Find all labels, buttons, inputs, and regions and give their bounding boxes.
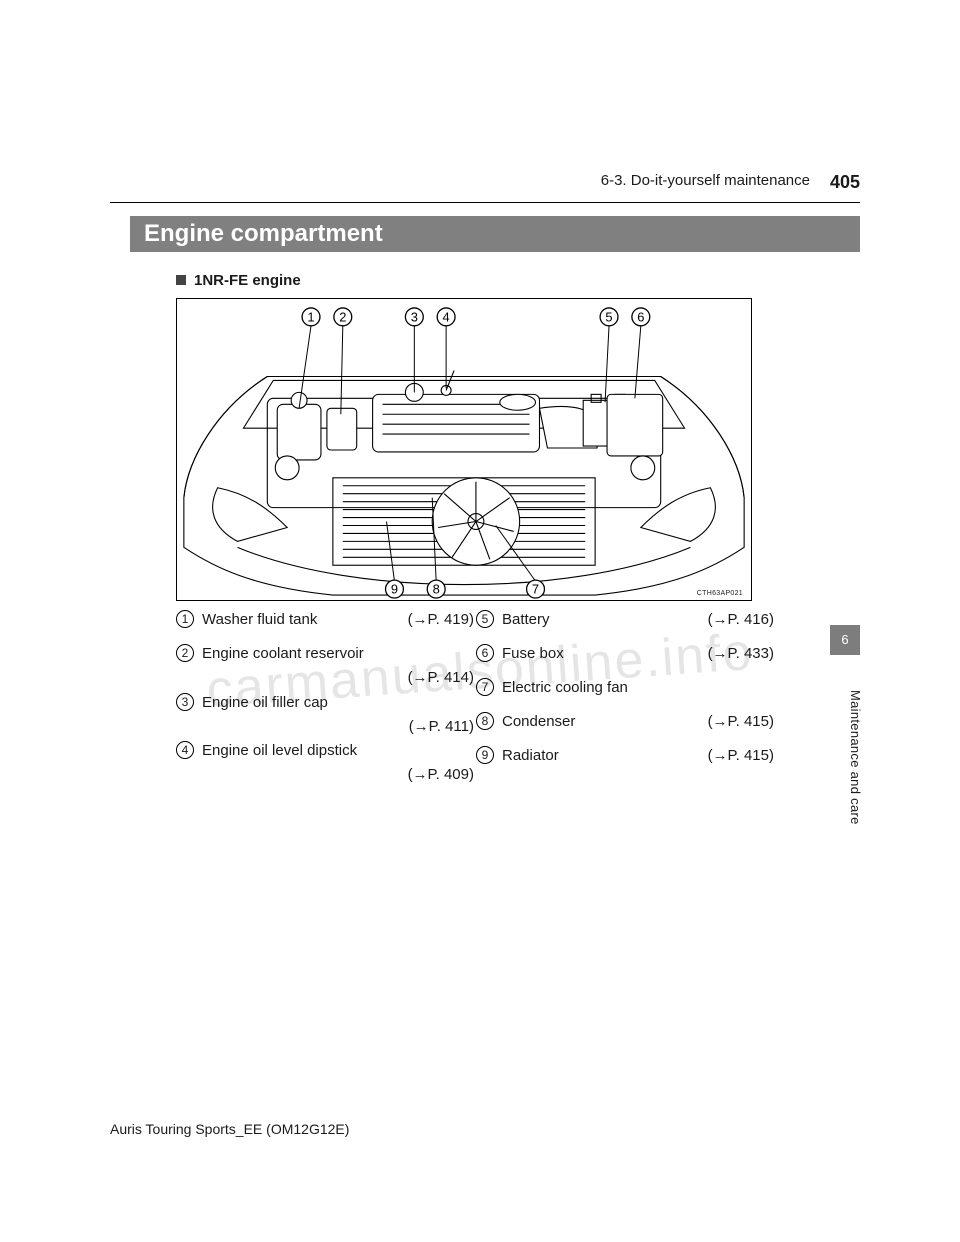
- legend-col-left: 1 Washer fluid tank (→P. 419) 2 Engine coola…: [176, 610, 474, 790]
- svg-text:3: 3: [411, 309, 418, 324]
- legend-item: 5 Battery (→P. 416): [476, 610, 774, 640]
- section-title: Engine compartment: [144, 220, 383, 248]
- legend-label: Engine oil level dipstick: [202, 742, 357, 759]
- legend-number-icon: 5: [476, 610, 494, 628]
- svg-text:9: 9: [391, 582, 398, 597]
- header-rule: [110, 202, 860, 203]
- legend-number-icon: 2: [176, 644, 194, 662]
- legend-page-ref: (→P. 419): [408, 610, 474, 630]
- svg-text:1: 1: [307, 309, 314, 324]
- legend-number-icon: 1: [176, 610, 194, 628]
- chapter-label: Maintenance and care: [848, 690, 863, 825]
- legend-label: Washer fluid tank: [202, 611, 317, 628]
- legend-item: 3 Engine oil filler cap (→P. 411): [176, 693, 474, 738]
- svg-text:7: 7: [532, 582, 539, 597]
- engine-subheading-text: 1NR-FE engine: [194, 272, 301, 289]
- breadcrumb: 6-3. Do-it-yourself maintenance: [601, 172, 810, 189]
- engine-subheading: 1NR-FE engine: [176, 272, 301, 289]
- legend-label: Engine oil filler cap: [202, 694, 328, 711]
- legend-label: Condenser: [502, 713, 575, 730]
- legend-number-icon: 8: [476, 712, 494, 730]
- chapter-tab: 6: [830, 625, 860, 655]
- legend-number-icon: 4: [176, 741, 194, 759]
- legend-item: 1 Washer fluid tank (→P. 419): [176, 610, 474, 640]
- legend-item: 7 Electric cooling fan: [476, 678, 774, 708]
- legend-item: 9 Radiator (→P. 415): [476, 746, 774, 776]
- engine-diagram-svg: 1 2 3 4 5 6 9 8 7: [177, 299, 751, 600]
- legend-label: Fuse box: [502, 645, 564, 662]
- section-title-bar: Engine compartment: [130, 216, 860, 252]
- legend-item: 6 Fuse box (→P. 433): [476, 644, 774, 674]
- legend-label: Battery: [502, 611, 550, 628]
- legend-page-ref: (→P. 415): [708, 712, 774, 732]
- legend-number-icon: 6: [476, 644, 494, 662]
- legend-col-right: 5 Battery (→P. 416) 6 Fuse box (→P. 433) 7 Elec…: [476, 610, 774, 780]
- legend-page-ref: (→P. 433): [708, 644, 774, 664]
- legend-item: 2 Engine coolant reservoir (→P. 414): [176, 644, 474, 689]
- page-number: 405: [830, 172, 860, 193]
- svg-text:2: 2: [339, 309, 346, 324]
- legend-number-icon: 9: [476, 746, 494, 764]
- svg-text:4: 4: [443, 309, 450, 324]
- engine-diagram: 1 2 3 4 5 6 9 8 7 CTH63AP021: [176, 298, 752, 601]
- footer-text: Auris Touring Sports_EE (OM12G12E): [110, 1121, 349, 1137]
- legend-item: 8 Condenser (→P. 415): [476, 712, 774, 742]
- legend-label: Radiator: [502, 747, 559, 764]
- legend-page-ref: (→P. 415): [708, 746, 774, 766]
- legend-page-ref: (→P. 416): [708, 610, 774, 630]
- legend-label: Electric cooling fan: [502, 679, 628, 696]
- legend-number-icon: 7: [476, 678, 494, 696]
- legend-page-ref: (→P. 411): [202, 717, 474, 737]
- svg-text:8: 8: [433, 582, 440, 597]
- diagram-image-code: CTH63AP021: [697, 590, 743, 597]
- bullet-square-icon: [176, 275, 186, 285]
- svg-text:5: 5: [605, 309, 612, 324]
- legend-number-icon: 3: [176, 693, 194, 711]
- svg-text:6: 6: [637, 309, 644, 324]
- legend-label: Engine coolant reservoir: [202, 645, 364, 662]
- legend-page-ref: (→P. 414): [202, 668, 474, 688]
- legend-page-ref: (→P. 409): [202, 765, 474, 785]
- legend-item: 4 Engine oil level dipstick (→P. 409): [176, 741, 474, 786]
